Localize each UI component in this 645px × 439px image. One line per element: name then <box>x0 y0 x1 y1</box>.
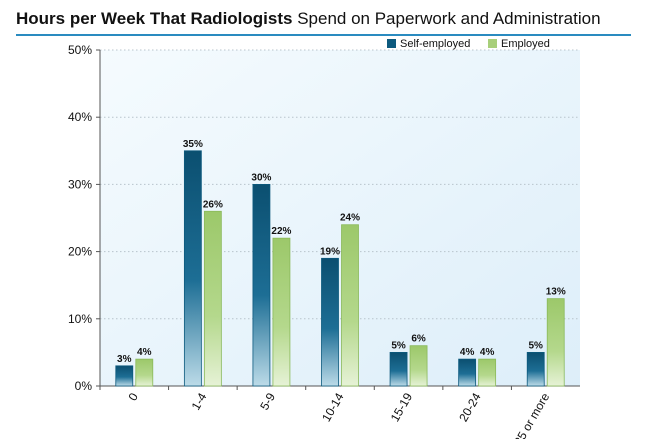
bar-self-employed <box>526 351 545 387</box>
bar-self-employed <box>458 358 477 387</box>
data-label-employed: 4% <box>480 347 495 358</box>
data-label-self-employed: 5% <box>528 340 543 351</box>
bar-employed <box>203 210 222 387</box>
y-tick-label: 0% <box>75 379 93 393</box>
x-tick-label: 1-4 <box>189 390 210 412</box>
x-tick-label: 20-24 <box>456 390 484 424</box>
bar-self-employed <box>183 150 202 387</box>
y-tick-label: 30% <box>68 177 92 191</box>
x-tick-label: 5-9 <box>257 390 278 412</box>
legend-label-employed: Employed <box>501 38 550 50</box>
bar-employed <box>272 237 291 387</box>
data-label-employed: 22% <box>271 226 291 237</box>
data-label-employed: 26% <box>203 199 223 210</box>
x-tick-label: 25 or more <box>511 390 552 439</box>
x-tick-label: 15-19 <box>388 390 416 424</box>
data-label-employed: 13% <box>546 287 566 298</box>
y-tick-label: 40% <box>68 110 92 124</box>
legend-label-self-employed: Self-employed <box>400 38 470 50</box>
y-tick-label: 10% <box>68 312 92 326</box>
x-tick-label: 0 <box>125 390 141 403</box>
plot-area <box>100 50 580 386</box>
legend: Self-employed Employed <box>387 38 550 50</box>
data-label-employed: 24% <box>340 213 360 224</box>
chart-title-bar: Hours per Week That Radiologists Spend o… <box>16 6 631 36</box>
bar-employed <box>341 224 359 387</box>
data-label-self-employed: 19% <box>320 246 340 257</box>
data-label-self-employed: 3% <box>117 354 132 365</box>
bar-employed <box>135 358 154 387</box>
data-label-self-employed: 30% <box>251 172 271 183</box>
chart-title: Hours per Week That Radiologists Spend o… <box>16 6 631 32</box>
legend-swatch-employed <box>488 39 497 48</box>
data-label-self-employed: 5% <box>391 340 406 351</box>
bar-employed <box>478 358 497 387</box>
data-label-self-employed: 4% <box>460 347 475 358</box>
data-label-employed: 4% <box>137 347 152 358</box>
bar-employed <box>409 345 428 387</box>
y-tick-label: 20% <box>68 245 92 259</box>
bar-self-employed <box>389 351 408 387</box>
bar-self-employed <box>115 365 134 387</box>
data-label-self-employed: 35% <box>183 139 203 150</box>
y-tick-label: 50% <box>68 43 92 57</box>
chart-title-bold: Hours per Week That Radiologists <box>16 9 293 28</box>
bar-self-employed <box>252 183 271 387</box>
chart-title-rest: Spend on Paperwork and Administration <box>292 9 601 28</box>
data-label-employed: 6% <box>411 334 426 345</box>
bar-employed <box>546 298 565 387</box>
x-tick-label: 10-14 <box>319 390 347 424</box>
bar-self-employed <box>321 257 339 387</box>
legend-swatch-self-employed <box>387 39 396 48</box>
